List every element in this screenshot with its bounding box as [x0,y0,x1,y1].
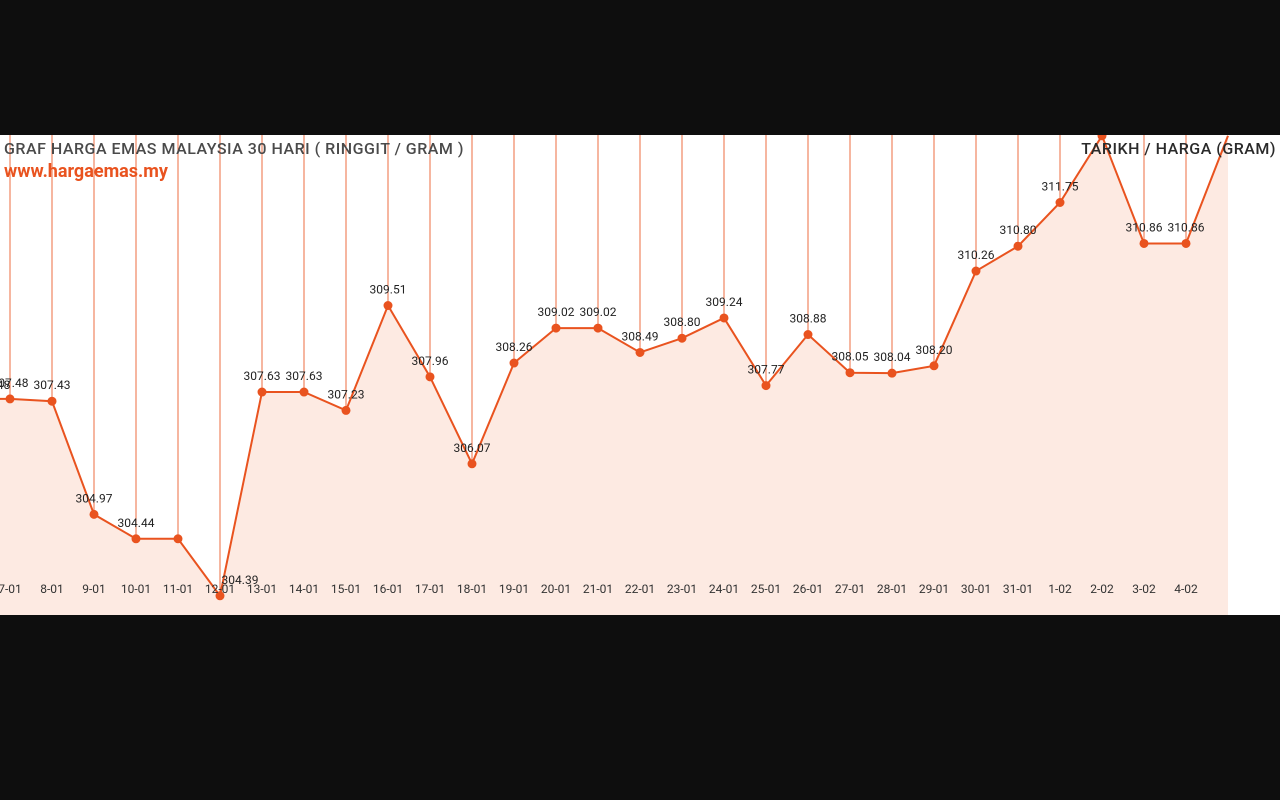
svg-text:307.48: 307.48 [0,376,29,390]
svg-text:20-01: 20-01 [541,582,571,596]
svg-text:310.86: 310.86 [1126,220,1163,234]
svg-text:309.02: 309.02 [538,305,575,319]
svg-text:27-01: 27-01 [835,582,865,596]
svg-text:22-01: 22-01 [625,582,655,596]
svg-text:304.44: 304.44 [118,516,155,530]
svg-text:8-01: 8-01 [40,582,64,596]
chart-title-right: TARIKH / HARGA (GRAM) [1081,139,1276,158]
svg-text:310.80: 310.80 [1000,223,1037,237]
svg-text:307.43: 307.43 [34,378,71,392]
svg-text:19-01: 19-01 [499,582,529,596]
svg-text:309.02: 309.02 [580,305,617,319]
svg-text:17-01: 17-01 [415,582,445,596]
svg-text:16-01: 16-01 [373,582,403,596]
price-chart: .48307.48307.43304.97304.44304.39307.633… [0,135,1280,615]
svg-text:3-02: 3-02 [1132,582,1156,596]
svg-text:2-02: 2-02 [1090,582,1114,596]
svg-text:14-01: 14-01 [289,582,319,596]
svg-text:23-01: 23-01 [667,582,697,596]
svg-text:308.05: 308.05 [832,350,869,364]
svg-text:308.26: 308.26 [496,340,533,354]
svg-text:309.24: 309.24 [706,295,743,309]
svg-text:29-01: 29-01 [919,582,949,596]
svg-text:309.51: 309.51 [370,283,407,297]
svg-text:13-01: 13-01 [247,582,277,596]
svg-text:308.20: 308.20 [916,343,953,357]
svg-text:21-01: 21-01 [583,582,613,596]
svg-text:31-01: 31-01 [1003,582,1033,596]
svg-text:11-01: 11-01 [163,582,193,596]
svg-text:307.23: 307.23 [328,387,365,401]
svg-text:306.07: 306.07 [454,441,491,455]
svg-text:12-01: 12-01 [205,582,235,596]
svg-text:15-01: 15-01 [331,582,361,596]
svg-text:310.86: 310.86 [1168,220,1205,234]
svg-text:1-02: 1-02 [1048,582,1072,596]
svg-text:307.63: 307.63 [244,369,281,383]
chart-container: GRAF HARGA EMAS MALAYSIA 30 HARI ( RINGG… [0,135,1280,615]
svg-text:9-01: 9-01 [82,582,106,596]
svg-text:25-01: 25-01 [751,582,781,596]
svg-text:28-01: 28-01 [877,582,907,596]
svg-text:304.97: 304.97 [76,491,113,505]
svg-text:308.49: 308.49 [622,329,659,343]
svg-text:310.26: 310.26 [958,248,995,262]
chart-title-left: GRAF HARGA EMAS MALAYSIA 30 HARI ( RINGG… [4,139,464,158]
svg-text:30-01: 30-01 [961,582,991,596]
svg-text:307.63: 307.63 [286,369,323,383]
svg-text:308.88: 308.88 [790,312,827,326]
site-url: www.hargaemas.my [4,161,168,182]
svg-text:307.96: 307.96 [412,354,449,368]
svg-text:18-01: 18-01 [457,582,487,596]
svg-text:7-01: 7-01 [0,582,22,596]
svg-text:311.75: 311.75 [1042,180,1079,194]
svg-text:24-01: 24-01 [709,582,739,596]
svg-text:307.77: 307.77 [748,363,785,377]
svg-text:10-01: 10-01 [121,582,151,596]
svg-text:308.04: 308.04 [874,350,911,364]
svg-text:26-01: 26-01 [793,582,823,596]
svg-text:4-02: 4-02 [1174,582,1198,596]
svg-text:308.80: 308.80 [664,315,701,329]
